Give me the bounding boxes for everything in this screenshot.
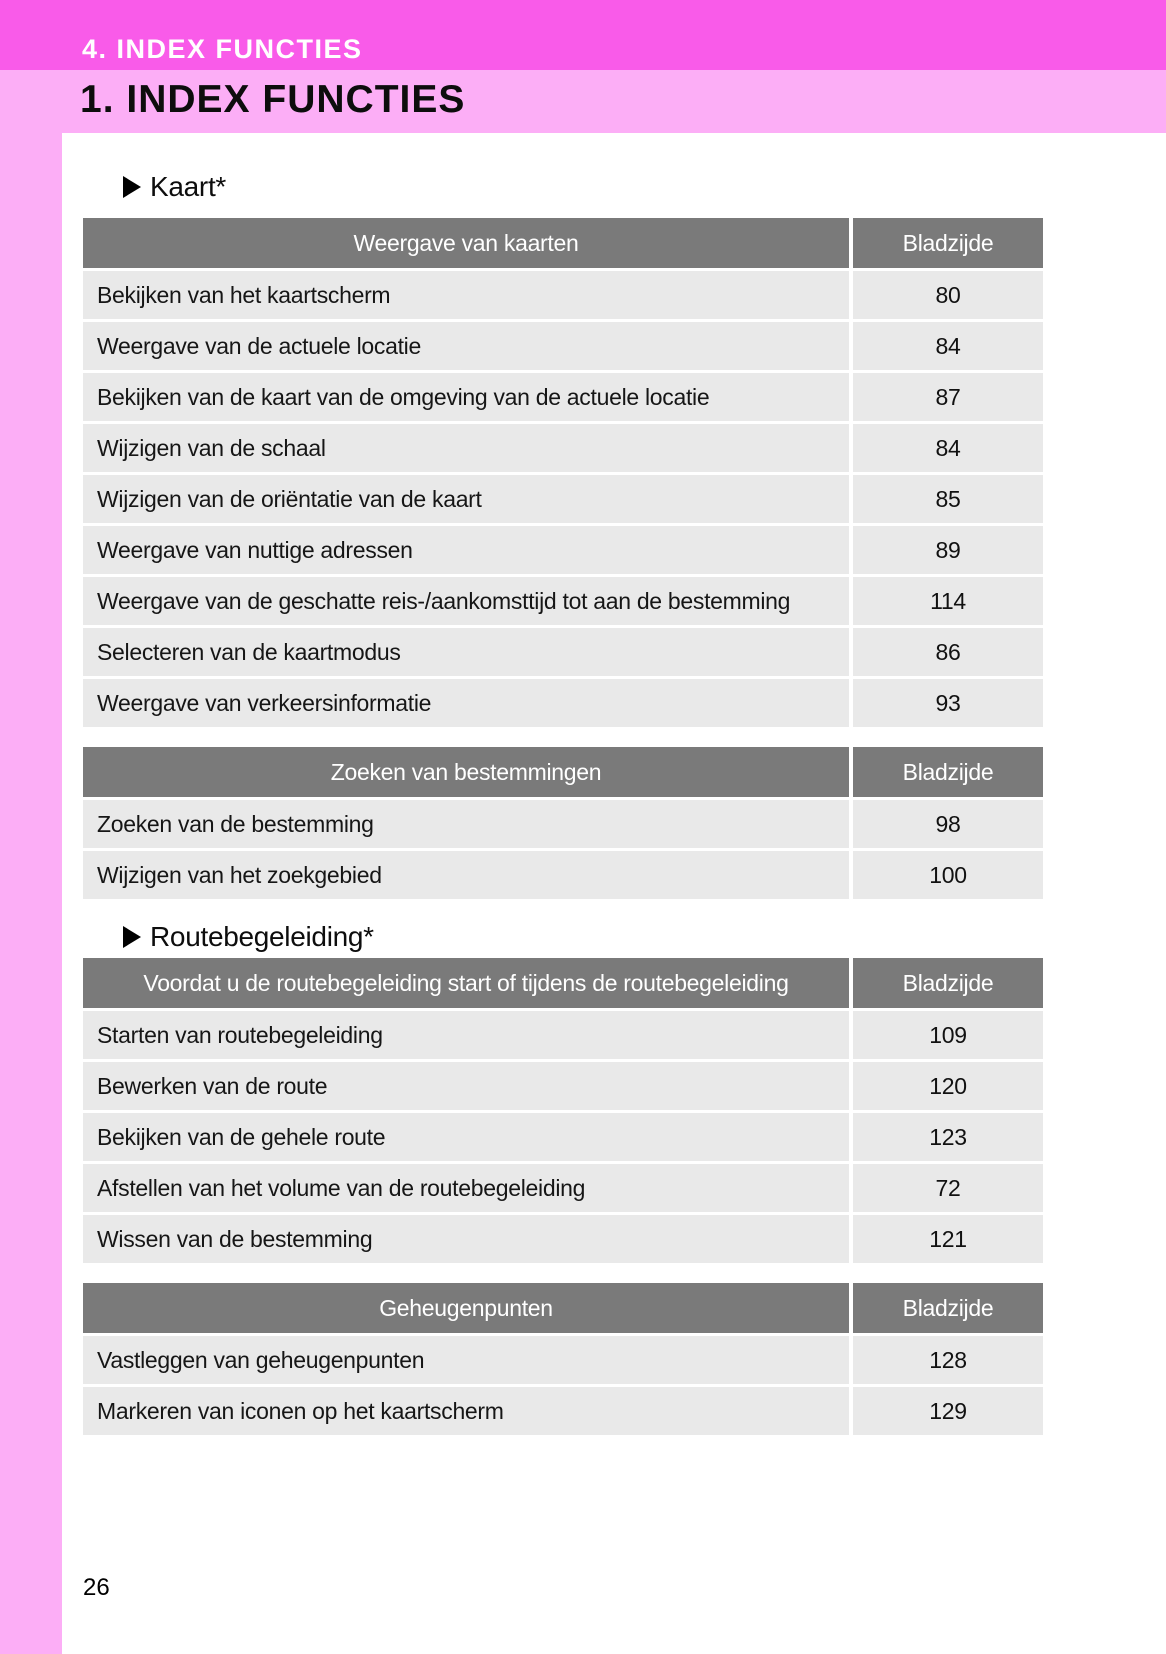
page-number: 26 [83,1574,110,1601]
row-page-cell: 123 [853,1113,1043,1161]
row-label-cell: Zoeken van de bestemming [83,800,849,848]
row-page-cell: 93 [853,679,1043,727]
row-label-cell: Weergave van verkeersinformatie [83,679,849,727]
section-heading-label: Kaart* [150,171,227,202]
row-label-cell: Selecteren van de kaartmodus [83,628,849,676]
row-label-cell: Starten van routebegeleiding [83,1011,849,1059]
table-row: Bekijken van het kaartscherm 80 [83,271,1043,319]
table-header: Weergave van kaarten Bladzijde [83,218,1043,268]
section-heading-routebegeleiding: Routebegeleiding* [123,921,1166,953]
section-heading-label: Routebegeleiding* [150,921,374,952]
table-row: Zoeken van de bestemming 98 [83,800,1043,848]
table-row: Weergave van de geschatte reis-/aankomst… [83,577,1043,625]
chapter-banner: 4. INDEX FUNCTIES [0,0,1166,70]
row-label-cell: Weergave van de actuele locatie [83,322,849,370]
table-row: Wijzigen van het zoekgebied 100 [83,851,1043,899]
table-row: Weergave van de actuele locatie 84 [83,322,1043,370]
table-row: Wijzigen van de oriëntatie van de kaart … [83,475,1043,523]
row-page-cell: 98 [853,800,1043,848]
table-row: Bekijken van de gehele route 123 [83,1113,1043,1161]
table-title-cell: Voordat u de routebegeleiding start of t… [83,958,849,1008]
table-row: Markeren van iconen op het kaartscherm 1… [83,1387,1043,1435]
table-title-cell: Weergave van kaarten [83,218,849,268]
page-title: 1. INDEX FUNCTIES [80,78,466,121]
row-page-cell: 128 [853,1336,1043,1384]
content-area: Kaart* Weergave van kaarten Bladzijde Be… [62,133,1166,1654]
row-page-cell: 85 [853,475,1043,523]
row-page-cell: 87 [853,373,1043,421]
row-page-cell: 80 [853,271,1043,319]
row-page-cell: 120 [853,1062,1043,1110]
table-zoeken-van-bestemmingen: Zoeken van bestemmingen Bladzijde Zoeken… [83,747,1043,899]
table-title-cell: Zoeken van bestemmingen [83,747,849,797]
row-label-cell: Afstellen van het volume van de routebeg… [83,1164,849,1212]
table-weergave-van-kaarten: Weergave van kaarten Bladzijde Bekijken … [83,218,1043,727]
table-row: Selecteren van de kaartmodus 86 [83,628,1043,676]
row-label-cell: Wijzigen van de oriëntatie van de kaart [83,475,849,523]
table-row: Vastleggen van geheugenpunten 128 [83,1336,1043,1384]
page-header-cell: Bladzijde [853,958,1043,1008]
chapter-label: 4. INDEX FUNCTIES [82,34,363,64]
row-label-cell: Bekijken van de gehele route [83,1113,849,1161]
table-geheugenpunten: Geheugenpunten Bladzijde Vastleggen van … [83,1283,1043,1435]
row-page-cell: 84 [853,424,1043,472]
table-row: Wissen van de bestemming 121 [83,1215,1043,1263]
row-label-cell: Wijzigen van het zoekgebied [83,851,849,899]
table-title-cell: Geheugenpunten [83,1283,849,1333]
table-row: Starten van routebegeleiding 109 [83,1011,1043,1059]
row-page-cell: 100 [853,851,1043,899]
row-page-cell: 109 [853,1011,1043,1059]
table-row: Weergave van nuttige adressen 89 [83,526,1043,574]
row-page-cell: 86 [853,628,1043,676]
page-header-cell: Bladzijde [853,747,1043,797]
row-label-cell: Wissen van de bestemming [83,1215,849,1263]
row-page-cell: 84 [853,322,1043,370]
table-row: Wijzigen van de schaal 84 [83,424,1043,472]
table-row: Weergave van verkeersinformatie 93 [83,679,1043,727]
row-label-cell: Vastleggen van geheugenpunten [83,1336,849,1384]
page-header-cell: Bladzijde [853,218,1043,268]
table-row: Bekijken van de kaart van de omgeving va… [83,373,1043,421]
right-triangle-icon [123,176,141,198]
row-page-cell: 72 [853,1164,1043,1212]
row-page-cell: 114 [853,577,1043,625]
left-margin-stripe [0,133,62,1654]
row-label-cell: Bewerken van de route [83,1062,849,1110]
row-label-cell: Bekijken van de kaart van de omgeving va… [83,373,849,421]
section-heading-kaart: Kaart* [123,171,1166,203]
row-label-cell: Weergave van nuttige adressen [83,526,849,574]
table-header: Voordat u de routebegeleiding start of t… [83,958,1043,1008]
row-page-cell: 89 [853,526,1043,574]
table-row: Afstellen van het volume van de routebeg… [83,1164,1043,1212]
row-page-cell: 129 [853,1387,1043,1435]
title-banner: 1. INDEX FUNCTIES [0,70,1166,133]
table-header: Zoeken van bestemmingen Bladzijde [83,747,1043,797]
row-label-cell: Wijzigen van de schaal [83,424,849,472]
table-row: Bewerken van de route 120 [83,1062,1043,1110]
row-page-cell: 121 [853,1215,1043,1263]
right-triangle-icon [123,926,141,948]
table-routebegeleiding: Voordat u de routebegeleiding start of t… [83,958,1043,1263]
table-header: Geheugenpunten Bladzijde [83,1283,1043,1333]
row-label-cell: Bekijken van het kaartscherm [83,271,849,319]
page-header-cell: Bladzijde [853,1283,1043,1333]
row-label-cell: Weergave van de geschatte reis-/aankomst… [83,577,849,625]
row-label-cell: Markeren van iconen op het kaartscherm [83,1387,849,1435]
